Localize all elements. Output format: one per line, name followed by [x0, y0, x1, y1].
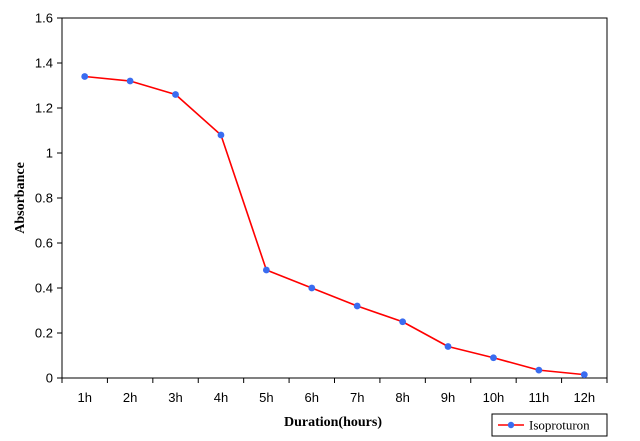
x-tick-label: 3h — [168, 390, 182, 405]
y-tick-label: 1.6 — [35, 11, 53, 26]
data-point — [580, 371, 588, 379]
x-axis-title: Duration(hours) — [284, 415, 382, 430]
series-line-isoproturon — [84, 75, 585, 376]
data-point — [217, 131, 225, 139]
y-axis-ticks: 0 0.2 0.4 0.6 0.8 1 1.2 1.4 1.6 — [35, 11, 62, 386]
data-point — [490, 354, 497, 362]
y-tick-label: 1.2 — [35, 101, 53, 116]
x-tick-label: 4h — [214, 390, 228, 405]
y-tick-label: 0.4 — [35, 281, 53, 296]
x-tick-label: 12h — [573, 390, 595, 405]
plot-area — [61, 17, 608, 379]
x-tick-label: 5h — [259, 390, 273, 405]
data-point — [308, 284, 316, 292]
x-tick-label: 2h — [123, 390, 137, 405]
x-tick-label: 1h — [77, 390, 91, 405]
x-tick-label: 9h — [441, 390, 455, 405]
y-axis-title: Absorbance — [13, 162, 28, 234]
x-tick-label: 6h — [305, 390, 319, 405]
legend: Isoproturon — [491, 413, 608, 437]
data-point — [172, 91, 179, 98]
data-point — [81, 73, 89, 80]
x-tick-label: 11h — [529, 390, 550, 405]
data-point — [126, 77, 134, 85]
legend-label: Isoproturon — [529, 418, 590, 433]
legend-marker-swatch — [507, 421, 515, 429]
x-axis-ticks: 1h 2h 3h 4h 5h 6h 7h 8h 9h 10h 11h 12h — [61, 378, 608, 405]
series-layer — [81, 73, 588, 379]
x-tick-label: 8h — [395, 390, 409, 405]
data-point — [399, 318, 407, 326]
y-tick-label: 0.6 — [35, 236, 53, 251]
y-tick-label: 0 — [46, 371, 53, 386]
legend-box — [491, 413, 608, 437]
data-point — [535, 366, 543, 374]
y-tick-label: 0.8 — [35, 191, 53, 206]
y-tick-label: 1 — [46, 146, 53, 161]
y-tick-label: 1.4 — [35, 56, 53, 71]
data-point — [262, 266, 270, 274]
y-tick-label: 0.2 — [35, 326, 53, 341]
data-point — [444, 343, 452, 350]
x-tick-label: 10h — [483, 390, 505, 405]
x-tick-label: 7h — [350, 390, 364, 405]
data-point — [353, 302, 361, 310]
